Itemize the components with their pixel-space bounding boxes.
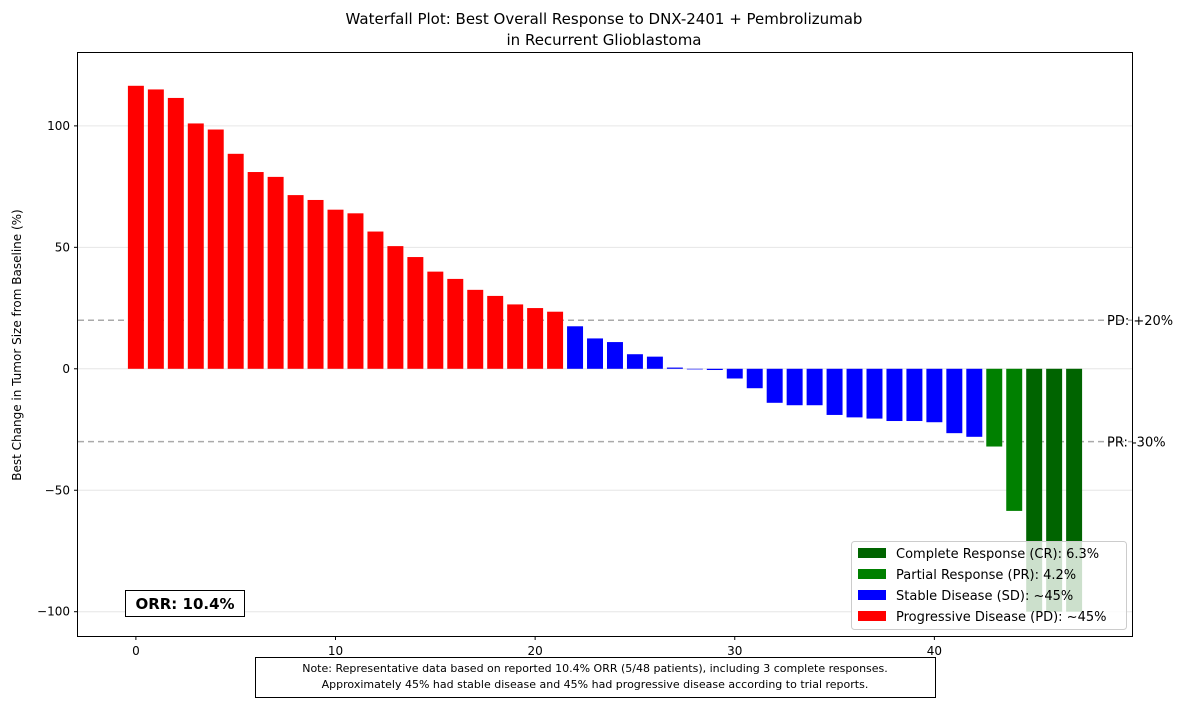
bar-pd-16 [447,278,464,369]
bar-sd-28 [686,368,703,370]
bar-pd-5 [227,153,244,369]
bar-pd-9 [307,199,324,369]
legend: Complete Response (CR): 6.3% Partial Res… [851,541,1127,630]
legend-label-pr: Partial Response (PR): 4.2% [896,568,1076,583]
plot-frame [77,52,1133,637]
bar-sd-22 [567,326,584,369]
bar-sd-34 [806,368,823,406]
bar-sd-33 [786,368,803,406]
bar-pd-21 [547,311,564,369]
bar-sd-32 [766,368,783,403]
legend-label-sd: Stable Disease (SD): ~45% [896,589,1073,604]
orr-annotation: ORR: 10.4% [125,590,245,617]
footnote: Note: Representative data based on repor… [255,657,936,698]
bar-sd-35 [826,368,843,415]
bar-pd-0 [127,85,144,369]
bars-layer [127,85,1083,612]
y-tick-label-4: 100 [47,119,70,133]
legend-label-pd: Progressive Disease (PD): ~45% [896,610,1106,625]
bar-sd-25 [626,354,643,369]
bar-pd-7 [267,176,284,369]
legend-frame [851,541,1127,630]
bar-sd-24 [606,342,623,369]
y-tick-label-2: 0 [62,362,70,376]
footnote-line-2: Approximately 45% had stable disease and… [322,678,869,691]
bar-sd-26 [646,356,663,369]
bar-pd-20 [527,308,544,369]
bar-sd-38 [886,368,903,422]
chart-title-line1: Waterfall Plot: Best Overall Response to… [346,10,863,28]
bar-pd-2 [167,97,184,369]
bar-pr-44 [1006,368,1023,511]
bar-pd-19 [507,304,524,369]
bar-sd-31 [746,368,763,389]
footnote-box [255,657,936,698]
bar-pd-10 [327,209,344,369]
reference-line-label-1: PR: -30% [1107,436,1166,451]
bar-pd-17 [467,289,484,369]
y-tick-label-3: 50 [55,240,70,254]
orr-annotation-text: ORR: 10.4% [135,595,234,613]
bar-sd-23 [587,338,604,369]
bar-sd-42 [966,368,983,437]
bar-pr-43 [986,368,1003,447]
axes-layer: −100 −50 0 50 100 0 10 20 30 40 [37,119,942,658]
bar-sd-40 [926,368,943,423]
legend-label-cr: Complete Response (CR): 6.3% [896,547,1099,562]
bar-sd-30 [726,368,743,379]
bar-pd-14 [407,257,424,369]
bar-pd-8 [287,195,304,369]
chart-title-line2: in Recurrent Glioblastoma [507,31,702,49]
y-tick-label-1: −50 [45,483,70,497]
bar-pd-13 [387,246,404,369]
legend-swatch-cr [858,548,886,558]
bar-pd-4 [207,129,224,369]
bar-sd-27 [666,367,683,369]
y-tick-label-0: −100 [37,605,70,619]
y-axis-label: Best Change in Tumor Size from Baseline … [10,209,24,480]
x-tick-label-4: 40 [927,644,942,658]
legend-swatch-sd [858,590,886,600]
bar-pd-18 [487,295,504,369]
bar-sd-36 [846,368,863,418]
reference-line-label-0: PD: +20% [1107,314,1173,329]
x-tick-label-0: 0 [132,644,140,658]
bar-sd-37 [866,368,883,419]
bar-pd-15 [427,271,444,369]
bar-sd-39 [906,368,923,422]
x-tick-label-1: 10 [328,644,343,658]
legend-swatch-pr [858,569,886,579]
x-tick-label-3: 30 [727,644,742,658]
bar-pd-12 [367,231,384,369]
orr-annotation-box [125,590,245,617]
bar-pd-1 [147,89,164,369]
bar-pd-6 [247,172,264,369]
bar-sd-41 [946,368,963,434]
bar-pd-3 [187,123,204,369]
footnote-line-1: Note: Representative data based on repor… [302,662,888,675]
bar-pd-11 [347,213,364,369]
legend-swatch-pd [858,611,886,621]
x-tick-label-2: 20 [527,644,542,658]
bar-sd-29 [706,368,723,371]
